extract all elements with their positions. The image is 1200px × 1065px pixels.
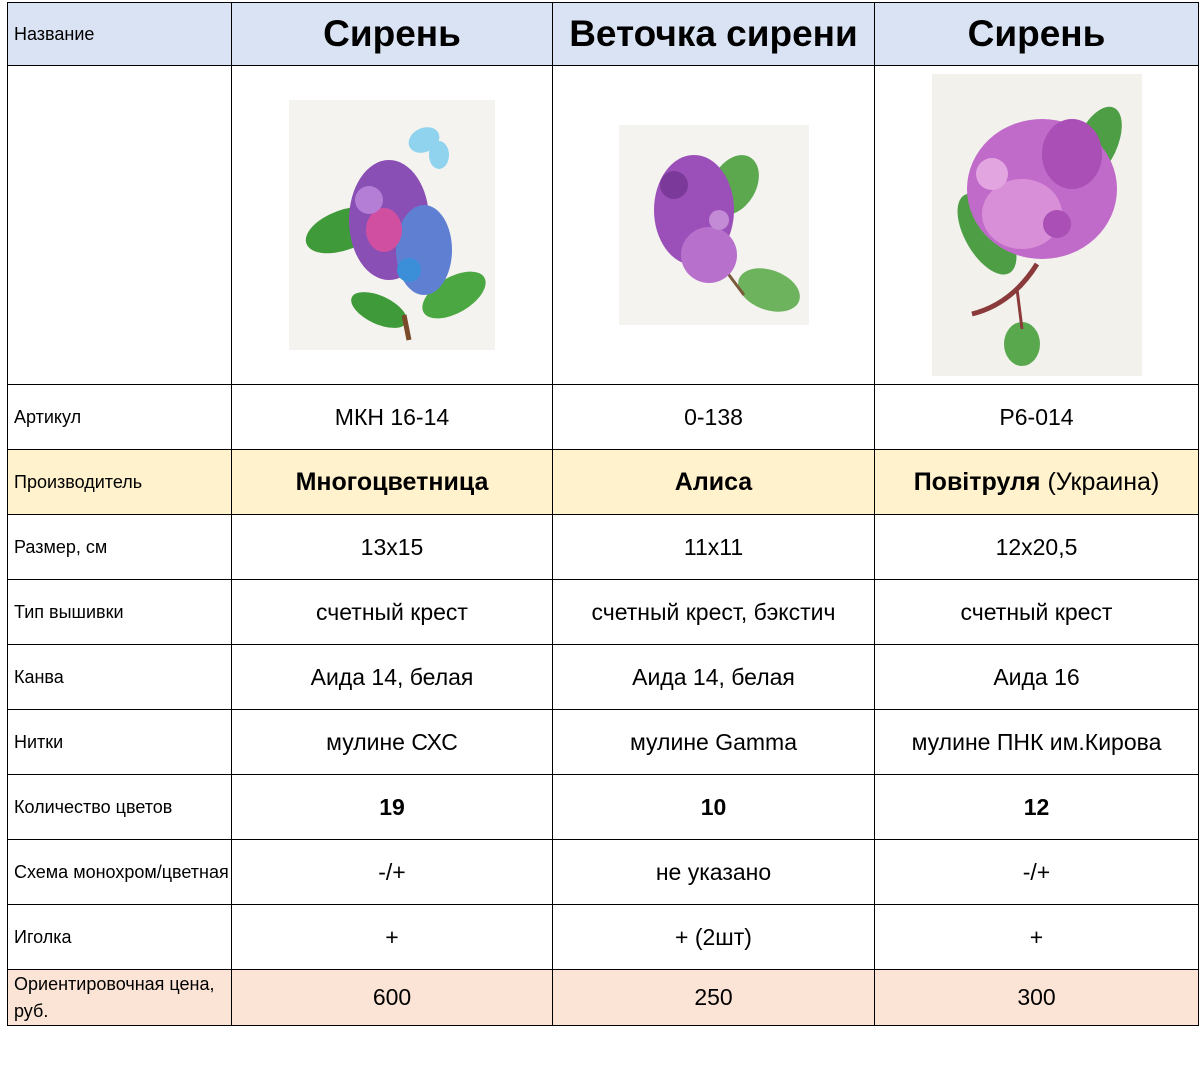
row-label-price: Ориентировочная цена, руб. (7, 969, 232, 1026)
product-1-colors: 19 (231, 774, 553, 840)
row-label-colors: Количество цветов (7, 774, 232, 840)
table-row-price: Ориентировочная цена, руб. 600 250 300 (7, 969, 1199, 1026)
product-2-scheme: не указано (552, 839, 875, 905)
product-3-price: 300 (874, 969, 1199, 1026)
row-label-article: Артикул (7, 384, 232, 450)
product-1-type: счетный крест (231, 579, 553, 645)
table-row-canvas: Канва Аида 14, белая Аида 14, белая Аида… (7, 644, 1199, 710)
product-3-maker-note: (Украина) (1040, 467, 1160, 496)
product-3-image (931, 74, 1142, 376)
product-1-canvas: Аида 14, белая (231, 644, 553, 710)
table-row-images (7, 65, 1199, 385)
product-3-article: Р6-014 (874, 384, 1199, 450)
product-2-maker: Алиса (552, 449, 875, 515)
row-label-maker: Производитель (7, 449, 232, 515)
table-row-scheme: Схема монохром/цветная -/+ не указано -/… (7, 839, 1199, 905)
product-2-needle: + (2шт) (552, 904, 875, 970)
product-3-scheme: -/+ (874, 839, 1199, 905)
product-3-maker: Повітруля (Украина) (874, 449, 1199, 515)
product-2-image-cell (552, 65, 875, 385)
row-label-size: Размер, см (7, 514, 232, 580)
product-2-article: 0-138 (552, 384, 875, 450)
product-1-price: 600 (231, 969, 553, 1026)
table-row-type: Тип вышивки счетный крест счетный крест,… (7, 579, 1199, 645)
product-2-name: Веточка сирени (552, 2, 875, 66)
product-1-maker: Многоцветница (231, 449, 553, 515)
product-2-size: 11х11 (552, 514, 875, 580)
row-label-threads: Нитки (7, 709, 232, 775)
product-2-type: счетный крест, бэкстич (552, 579, 875, 645)
product-1-needle: + (231, 904, 553, 970)
product-2-image (618, 125, 809, 325)
comparison-table: Название Сирень Веточка сирени Сирень (7, 2, 1199, 1026)
product-1-size: 13х15 (231, 514, 553, 580)
product-3-image-cell (874, 65, 1199, 385)
table-row-size: Размер, см 13х15 11х11 12х20,5 (7, 514, 1199, 580)
product-3-canvas: Аида 16 (874, 644, 1199, 710)
product-1-threads: мулине СХС (231, 709, 553, 775)
product-1-maker-name: Многоцветница (295, 467, 489, 496)
row-label-scheme: Схема монохром/цветная (7, 839, 232, 905)
table-row-maker: Производитель Многоцветница Алиса Повітр… (7, 449, 1199, 515)
row-label-needle: Иголка (7, 904, 232, 970)
product-2-maker-name: Алиса (674, 467, 753, 496)
product-3-threads: мулине ПНК им.Кирова (874, 709, 1199, 775)
product-2-colors: 10 (552, 774, 875, 840)
product-3-name: Сирень (874, 2, 1199, 66)
row-label-name: Название (7, 2, 232, 66)
product-3-colors: 12 (874, 774, 1199, 840)
row-label-canvas: Канва (7, 644, 232, 710)
table-row-threads: Нитки мулине СХС мулине Gamma мулине ПНК… (7, 709, 1199, 775)
product-3-type: счетный крест (874, 579, 1199, 645)
product-2-threads: мулине Gamma (552, 709, 875, 775)
product-1-article: МКН 16-14 (231, 384, 553, 450)
product-3-needle: + (874, 904, 1199, 970)
table-row-article: Артикул МКН 16-14 0-138 Р6-014 (7, 384, 1199, 450)
product-3-size: 12х20,5 (874, 514, 1199, 580)
product-1-scheme: -/+ (231, 839, 553, 905)
product-2-canvas: Аида 14, белая (552, 644, 875, 710)
product-3-maker-name: Повітруля (913, 467, 1041, 496)
row-label-type: Тип вышивки (7, 579, 232, 645)
table-row-needle: Иголка + + (2шт) + (7, 904, 1199, 970)
row-label-image (7, 65, 232, 385)
table-row-name: Название Сирень Веточка сирени Сирень (7, 2, 1199, 66)
product-1-image-cell (231, 65, 553, 385)
product-1-name: Сирень (231, 2, 553, 66)
table-row-colors: Количество цветов 19 10 12 (7, 774, 1199, 840)
product-1-image (289, 100, 495, 350)
product-2-price: 250 (552, 969, 875, 1026)
